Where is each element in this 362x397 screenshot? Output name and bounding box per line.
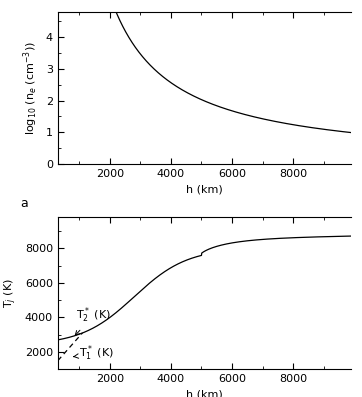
Y-axis label: T$_j$ (K): T$_j$ (K)	[3, 278, 20, 308]
X-axis label: h (km): h (km)	[186, 389, 223, 397]
Text: T$_1^*$ (K): T$_1^*$ (K)	[73, 344, 114, 364]
X-axis label: h (km): h (km)	[186, 184, 223, 195]
Text: a: a	[20, 197, 28, 210]
Text: T$_2^*$ (K): T$_2^*$ (K)	[75, 306, 111, 335]
Y-axis label: log$_{10}$ (n$_e$ (cm$^{-3}$)): log$_{10}$ (n$_e$ (cm$^{-3}$))	[22, 41, 41, 135]
